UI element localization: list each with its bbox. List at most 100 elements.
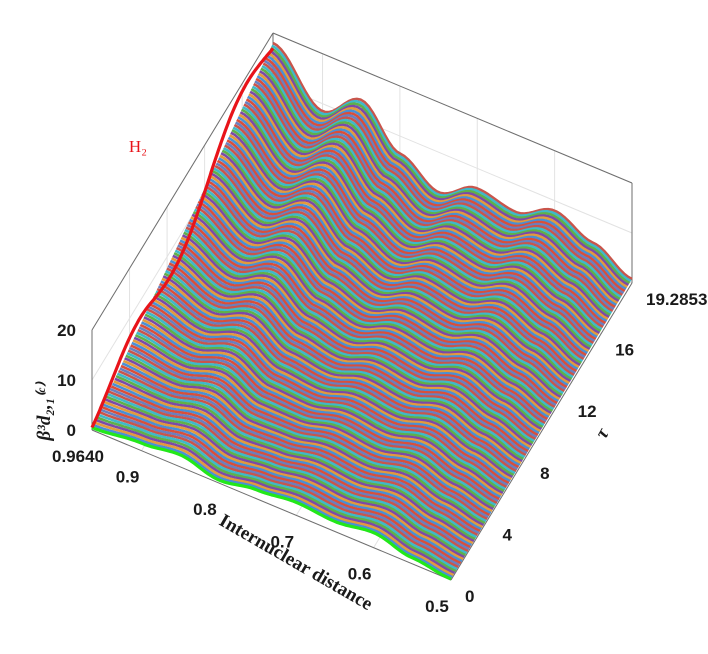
surface-line (157, 285, 518, 471)
x-tick-label: 0.7 (270, 532, 294, 551)
x-tick-label: 0.8 (193, 500, 217, 519)
surface-line (110, 385, 471, 549)
surface-line (122, 359, 483, 529)
surface-line (125, 354, 486, 525)
surface-line (96, 416, 457, 573)
surface-line (272, 41, 633, 281)
z-axis-label: β³d₂,₁⁽ᶜ⁾ (34, 381, 55, 441)
surface-line (243, 103, 604, 329)
box-edge (450, 282, 633, 581)
y-tick-label: 16 (615, 341, 634, 360)
surface-line (97, 413, 458, 571)
surface-line (254, 80, 615, 311)
box-edge (272, 32, 633, 184)
surface-line (101, 405, 462, 565)
surface-line (219, 154, 580, 369)
surface-line (251, 85, 613, 315)
surface-line (103, 400, 464, 561)
surface-line (250, 87, 611, 317)
legend-label: H₂ (129, 137, 147, 156)
surface-line (93, 421, 454, 577)
surface-line (261, 64, 622, 299)
surface-line (172, 254, 533, 447)
x-tick-label: 0.5 (425, 597, 449, 616)
surface-line (210, 172, 572, 383)
y-tick-label: 19.2853 (646, 290, 707, 309)
surface-line (116, 372, 477, 539)
surface-line (248, 93, 609, 321)
surface-line (221, 149, 582, 365)
surface-line (205, 182, 567, 391)
surface-line (130, 344, 491, 517)
z-tick-label: 0 (67, 421, 76, 440)
surface-line (187, 221, 549, 421)
surface-line (189, 218, 550, 419)
surface-line (212, 170, 573, 381)
tick-labels: 0.5 0.6 0.7 0.8 0.9 0.9640 0 4 8 12 16 19.2853 0 10 20 (52, 290, 707, 616)
surface-line (230, 131, 591, 351)
surface-line (149, 303, 510, 485)
surface-line (109, 387, 470, 551)
surface-line (232, 126, 593, 347)
surface-line (214, 164, 575, 377)
surface-line (234, 121, 596, 343)
surface-line (159, 282, 520, 469)
surface-line (126, 352, 487, 523)
surface-line (111, 382, 473, 547)
surface-line (198, 198, 559, 403)
surface-line (107, 392, 468, 555)
surface-line (180, 236, 541, 433)
surface-line (114, 377, 475, 543)
surface-line (255, 77, 616, 309)
surface-line (259, 70, 620, 303)
surface-line (181, 234, 543, 431)
surface-line (113, 380, 474, 545)
surface-line (209, 175, 570, 385)
surface-line (133, 336, 494, 511)
surface-line (204, 185, 565, 393)
surface-edges (90, 47, 452, 581)
surface-line (102, 403, 463, 563)
surface-line (269, 46, 631, 285)
surface-line (165, 269, 526, 459)
surface-line (143, 316, 504, 495)
surface-line (245, 98, 607, 325)
surface-line (115, 375, 476, 541)
surface-line (256, 75, 617, 307)
surface-line (242, 105, 603, 331)
surface-line (233, 123, 595, 345)
surface-line (168, 262, 529, 453)
surface-line (202, 190, 563, 397)
surface-line (120, 364, 481, 533)
surface-line (257, 72, 619, 305)
surface-line (265, 57, 626, 293)
surface-line (155, 290, 516, 475)
surface-line (173, 252, 534, 445)
surface-line (190, 216, 551, 417)
surface-line (271, 44, 632, 283)
surface-line (127, 349, 488, 521)
surface-line (247, 95, 608, 323)
y-tick-label: 0 (465, 587, 474, 606)
surface-line (267, 52, 628, 289)
surface-line (237, 116, 598, 339)
edge-line-xmax (90, 47, 275, 429)
surface-line (152, 295, 514, 479)
surface-line (215, 162, 576, 375)
surface-line (178, 241, 539, 437)
surface-line (239, 111, 601, 335)
surface-line (166, 267, 527, 457)
surface-line (105, 395, 467, 557)
surface-line (196, 203, 557, 407)
surface-line (227, 136, 589, 355)
surface-line (213, 167, 574, 379)
surface-line (108, 390, 469, 553)
box-edge (91, 32, 274, 331)
surface-line (197, 200, 558, 405)
surface-line (240, 108, 602, 333)
surface-line (253, 82, 614, 313)
surface-line (167, 264, 528, 455)
surface-line (175, 246, 537, 441)
surface-line (151, 298, 512, 481)
